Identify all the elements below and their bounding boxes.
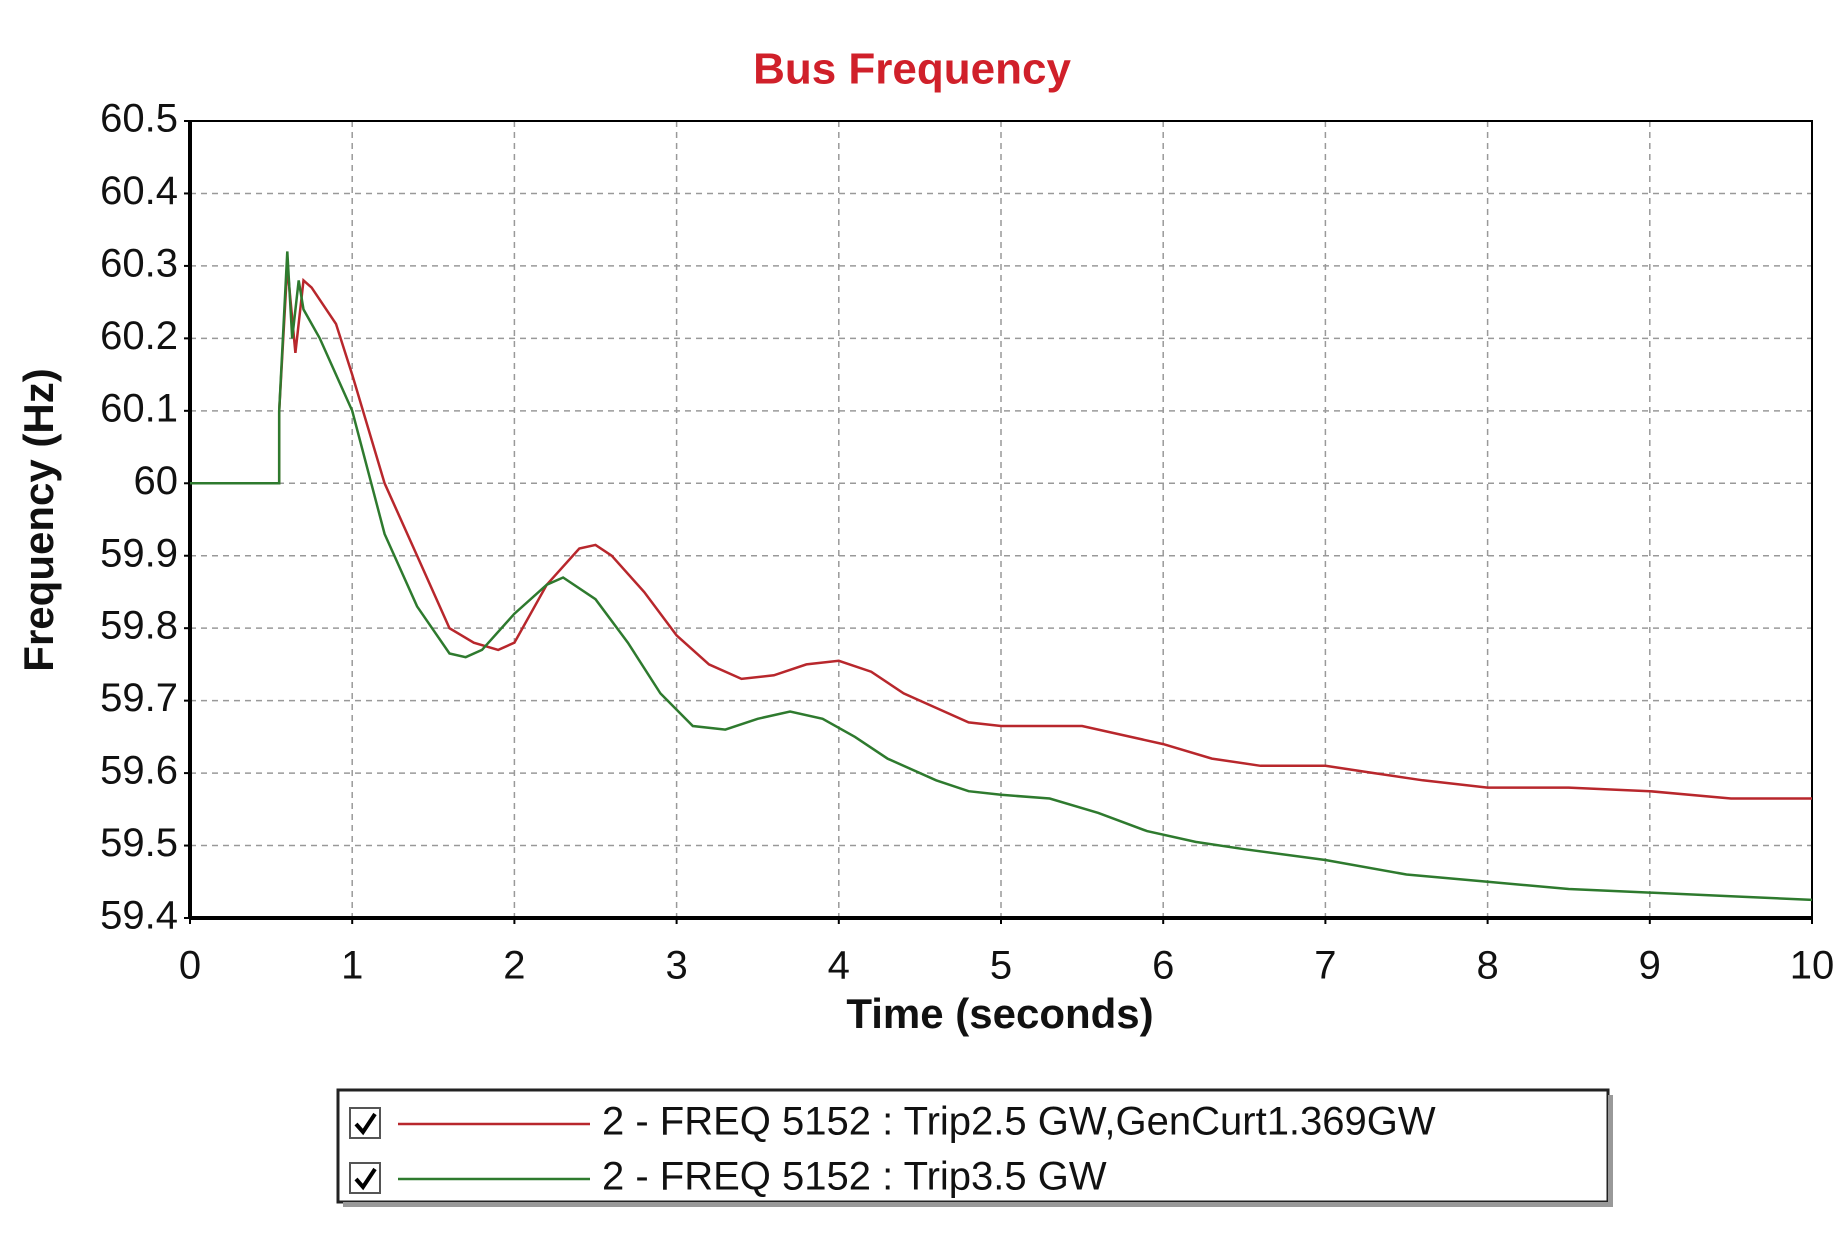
legend-checkbox[interactable] [349,1107,381,1139]
y-tick-label: 59.7 [100,676,178,720]
y-tick-label: 60.5 [100,97,178,141]
y-tick-label: 60.3 [100,241,178,285]
legend-shadow [1608,1095,1613,1207]
y-tick-label: 59.4 [100,894,178,938]
x-tick-label: 3 [665,944,687,988]
legend-checkbox[interactable] [349,1162,381,1194]
chart-title: Bus Frequency [753,45,1071,94]
legend-label: 2 - FREQ 5152 : Trip2.5 GW,GenCurt1.369G… [602,1100,1436,1144]
x-tick-label: 5 [990,944,1012,988]
y-tick-label: 60.2 [100,314,178,358]
legend-label: 2 - FREQ 5152 : Trip3.5 GW [602,1155,1107,1199]
x-tick-label: 10 [1790,944,1835,988]
x-tick-label: 9 [1639,944,1661,988]
legend-check [354,1112,377,1136]
x-axis-label: Time (seconds) [846,990,1153,1037]
x-tick-label: 7 [1314,944,1336,988]
x-tick-label: 4 [828,944,850,988]
y-tick-label: 60.1 [100,386,178,430]
series-line [190,251,1813,902]
y-tick-label: 59.8 [100,604,178,648]
x-tick-label: 2 [503,944,525,988]
x-tick-label: 0 [179,944,201,988]
y-tick-label: 60.4 [100,169,178,213]
legend-box [336,1088,1610,1204]
x-tick-label: 8 [1476,944,1498,988]
legend-check [354,1167,377,1191]
y-tick-label: 59.6 [100,749,178,793]
y-tick-label: 60 [134,459,179,503]
y-axis-label: Frequency (Hz) [15,368,62,671]
x-tick-label: 6 [1152,944,1174,988]
y-tick-label: 59.5 [100,821,178,865]
legend-shadow [343,1202,1613,1207]
series-line [190,265,1812,800]
x-tick-label: 1 [341,944,363,988]
y-tick-label: 59.9 [100,531,178,575]
